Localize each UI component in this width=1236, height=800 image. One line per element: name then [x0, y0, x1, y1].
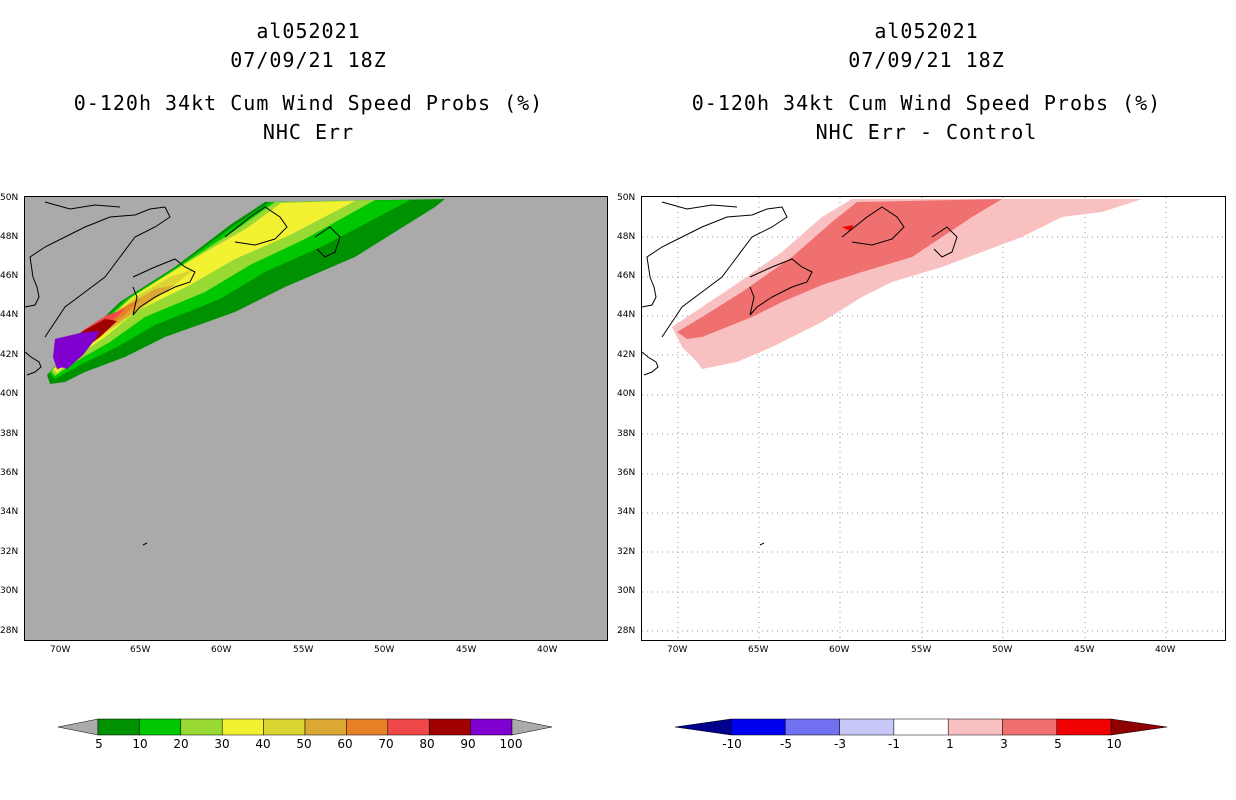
left-lon-label: 55W [293, 645, 314, 655]
right-cb-swatch [1056, 718, 1112, 736]
left-coastline [25, 201, 341, 546]
right-map [641, 196, 1226, 641]
right-cb-swatch [893, 718, 949, 736]
right-cb-label: 3 [1000, 737, 1008, 751]
left-lat-label: 42N [0, 350, 19, 360]
right-lat-label: 32N [617, 547, 636, 557]
left-cb-label: 30 [214, 737, 230, 751]
left-cb-label: 80 [419, 737, 435, 751]
right-cb-label: 10 [1106, 737, 1122, 751]
right-lat-label: 50N [617, 193, 636, 203]
right-subtitle: NHC Err - Control [815, 120, 1038, 144]
right-lon-label: 50W [992, 645, 1013, 655]
right-cb-label: -5 [780, 737, 792, 751]
left-cb-label: 70 [378, 737, 394, 751]
left-cb-swatch [346, 718, 389, 736]
left-lat-label: 50N [0, 193, 19, 203]
prob-100-core [60, 335, 97, 369]
prob-5 [47, 199, 445, 384]
right-cb-label: 1 [946, 737, 954, 751]
left-storm-id: al052021 [256, 19, 361, 43]
right-datetime: 07/09/21 18Z [848, 48, 1005, 72]
right-cb-arrow-high [1110, 718, 1168, 736]
left-cb-label: 20 [173, 737, 189, 751]
left-lat-label: 46N [0, 271, 19, 281]
left-lat-label: 28N [0, 626, 19, 636]
left-cb-label: 100 [499, 737, 523, 751]
left-lon-label: 50W [374, 645, 395, 655]
left-lat-label: 34N [0, 507, 19, 517]
right-lat-label: 48N [617, 232, 636, 242]
right-title: al052021 07/09/21 18Z 0-120h 34kt Cum Wi… [617, 17, 1236, 147]
right-cb-swatch [785, 718, 840, 736]
left-lat-label: 30N [0, 586, 19, 596]
right-lat-label: 40N [617, 389, 636, 399]
right-cb-label: -3 [834, 737, 846, 751]
right-lat-label: 36N [617, 468, 636, 478]
left-lon-label: 70W [50, 645, 71, 655]
right-lon-label: 55W [911, 645, 932, 655]
right-lat-label: 44N [617, 310, 636, 320]
left-cb-swatch [180, 718, 223, 736]
right-cb-swatch [839, 718, 895, 736]
left-lon-label: 60W [211, 645, 232, 655]
left-lon-label: 45W [456, 645, 477, 655]
right-lon-label: 40W [1155, 645, 1176, 655]
diff-1-3 [672, 199, 1142, 369]
right-storm-id: al052021 [874, 19, 979, 43]
right-cb-label: 5 [1054, 737, 1062, 751]
right-cb-label: -1 [888, 737, 900, 751]
left-product: 0-120h 34kt Cum Wind Speed Probs (%) [73, 91, 544, 115]
left-cb-arrow-low [57, 718, 99, 736]
right-lat-label: 30N [617, 586, 636, 596]
left-lat-label: 48N [0, 232, 19, 242]
left-cb-swatch [97, 718, 140, 736]
left-lat-label: 44N [0, 310, 19, 320]
left-cb-swatch [139, 718, 182, 736]
diff-3-5 [677, 199, 1002, 339]
left-lat-label: 36N [0, 468, 19, 478]
right-lat-label: 38N [617, 429, 636, 439]
left-cb-swatch [428, 718, 471, 736]
left-cb-arrow-high [511, 718, 553, 736]
right-lon-label: 60W [829, 645, 850, 655]
left-map [24, 196, 608, 641]
prob-20 [51, 200, 375, 376]
left-cb-label: 90 [460, 737, 476, 751]
left-cb-label: 40 [255, 737, 271, 751]
right-lon-label: 70W [667, 645, 688, 655]
right-grid [642, 197, 1225, 640]
right-cb-label: -10 [722, 737, 742, 751]
right-lat-label: 34N [617, 507, 636, 517]
left-lat-label: 40N [0, 389, 19, 399]
right-lon-label: 65W [748, 645, 769, 655]
left-lon-label: 65W [130, 645, 151, 655]
right-product: 0-120h 34kt Cum Wind Speed Probs (%) [691, 91, 1162, 115]
right-lat-label: 42N [617, 350, 636, 360]
right-cb-swatch [947, 718, 1003, 736]
left-cb-label: 5 [95, 737, 103, 751]
left-lon-label: 40W [537, 645, 558, 655]
right-coastline [642, 201, 958, 546]
left-cb-label: 50 [296, 737, 312, 751]
left-cb-swatch [263, 718, 306, 736]
left-cb-swatch [470, 718, 513, 736]
right-cb-arrow-low [674, 718, 732, 736]
prob-10 [49, 200, 410, 379]
left-cb-swatch [221, 718, 264, 736]
left-subtitle: NHC Err [262, 120, 355, 144]
right-cb-swatch [1002, 718, 1058, 736]
left-cb-label: 60 [337, 737, 353, 751]
left-datetime: 07/09/21 18Z [230, 48, 387, 72]
right-lat-label: 28N [617, 626, 636, 636]
left-cb-swatch [304, 718, 347, 736]
left-title: al052021 07/09/21 18Z 0-120h 34kt Cum Wi… [0, 17, 617, 147]
right-cb-swatch [730, 718, 786, 736]
left-cb-label: 10 [132, 737, 148, 751]
left-lat-label: 32N [0, 547, 19, 557]
right-lat-label: 46N [617, 271, 636, 281]
left-lat-label: 38N [0, 429, 19, 439]
right-lon-label: 45W [1074, 645, 1095, 655]
left-cb-swatch [387, 718, 430, 736]
